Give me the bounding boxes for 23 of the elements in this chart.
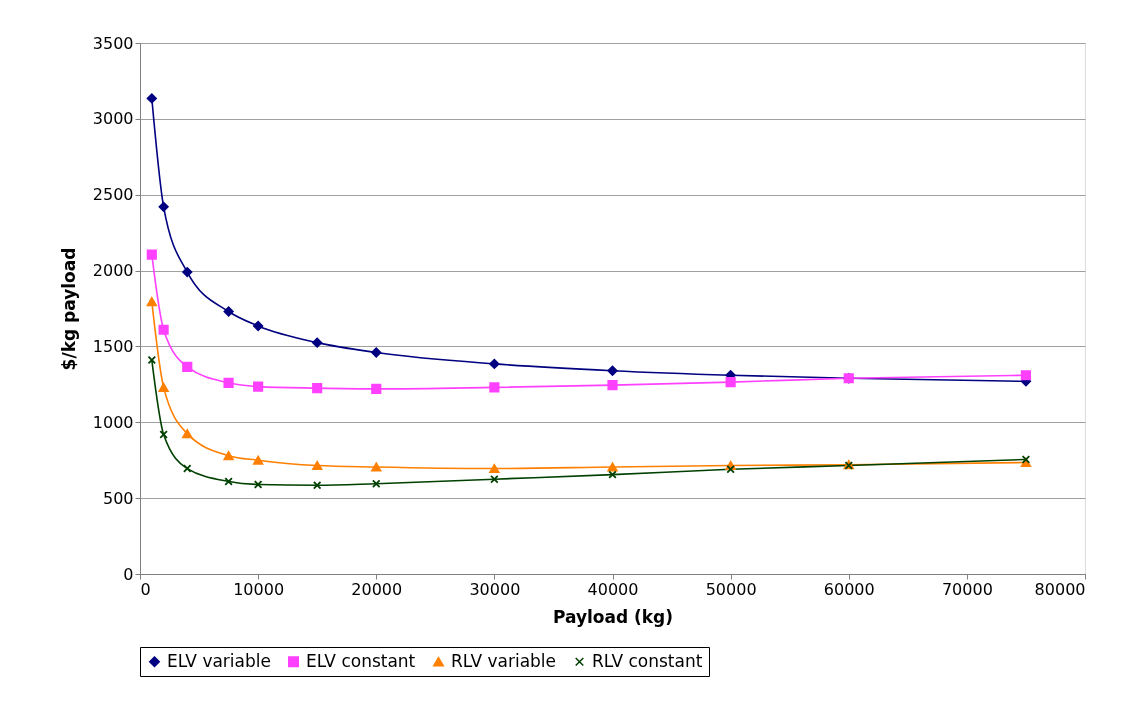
y-tick-label: 1500 xyxy=(92,336,134,356)
y-axis-title: $/kg payload xyxy=(58,247,79,371)
y-tick-label: 2500 xyxy=(92,185,134,205)
x-tick-label: 50000 xyxy=(705,579,757,599)
legend-label: RLV variable xyxy=(451,650,557,671)
y-tick-label: 0 xyxy=(123,564,134,584)
y-tick-label: 3000 xyxy=(92,109,134,129)
y-tick-label: 1000 xyxy=(92,412,134,432)
y-tick-label: 3500 xyxy=(92,33,134,53)
x-axis-title: Payload (kg) xyxy=(552,606,674,627)
legend-label: ELV constant xyxy=(306,650,416,671)
y-tick-label: 2000 xyxy=(92,261,134,281)
x-tick-label: 70000 xyxy=(941,579,993,599)
x-tick-label: 80000 xyxy=(1034,579,1086,599)
legend-label: ELV variable xyxy=(167,650,271,671)
x-tick-label: 40000 xyxy=(587,579,639,599)
x-tick-label: 30000 xyxy=(469,579,521,599)
legend-label: RLV constant xyxy=(592,650,703,671)
x-tick-label: 0 xyxy=(140,579,151,599)
x-tick-label: 10000 xyxy=(233,579,285,599)
y-tick-label: 500 xyxy=(102,488,134,508)
x-tick-label: 60000 xyxy=(823,579,875,599)
x-tick-label: 20000 xyxy=(351,579,403,599)
